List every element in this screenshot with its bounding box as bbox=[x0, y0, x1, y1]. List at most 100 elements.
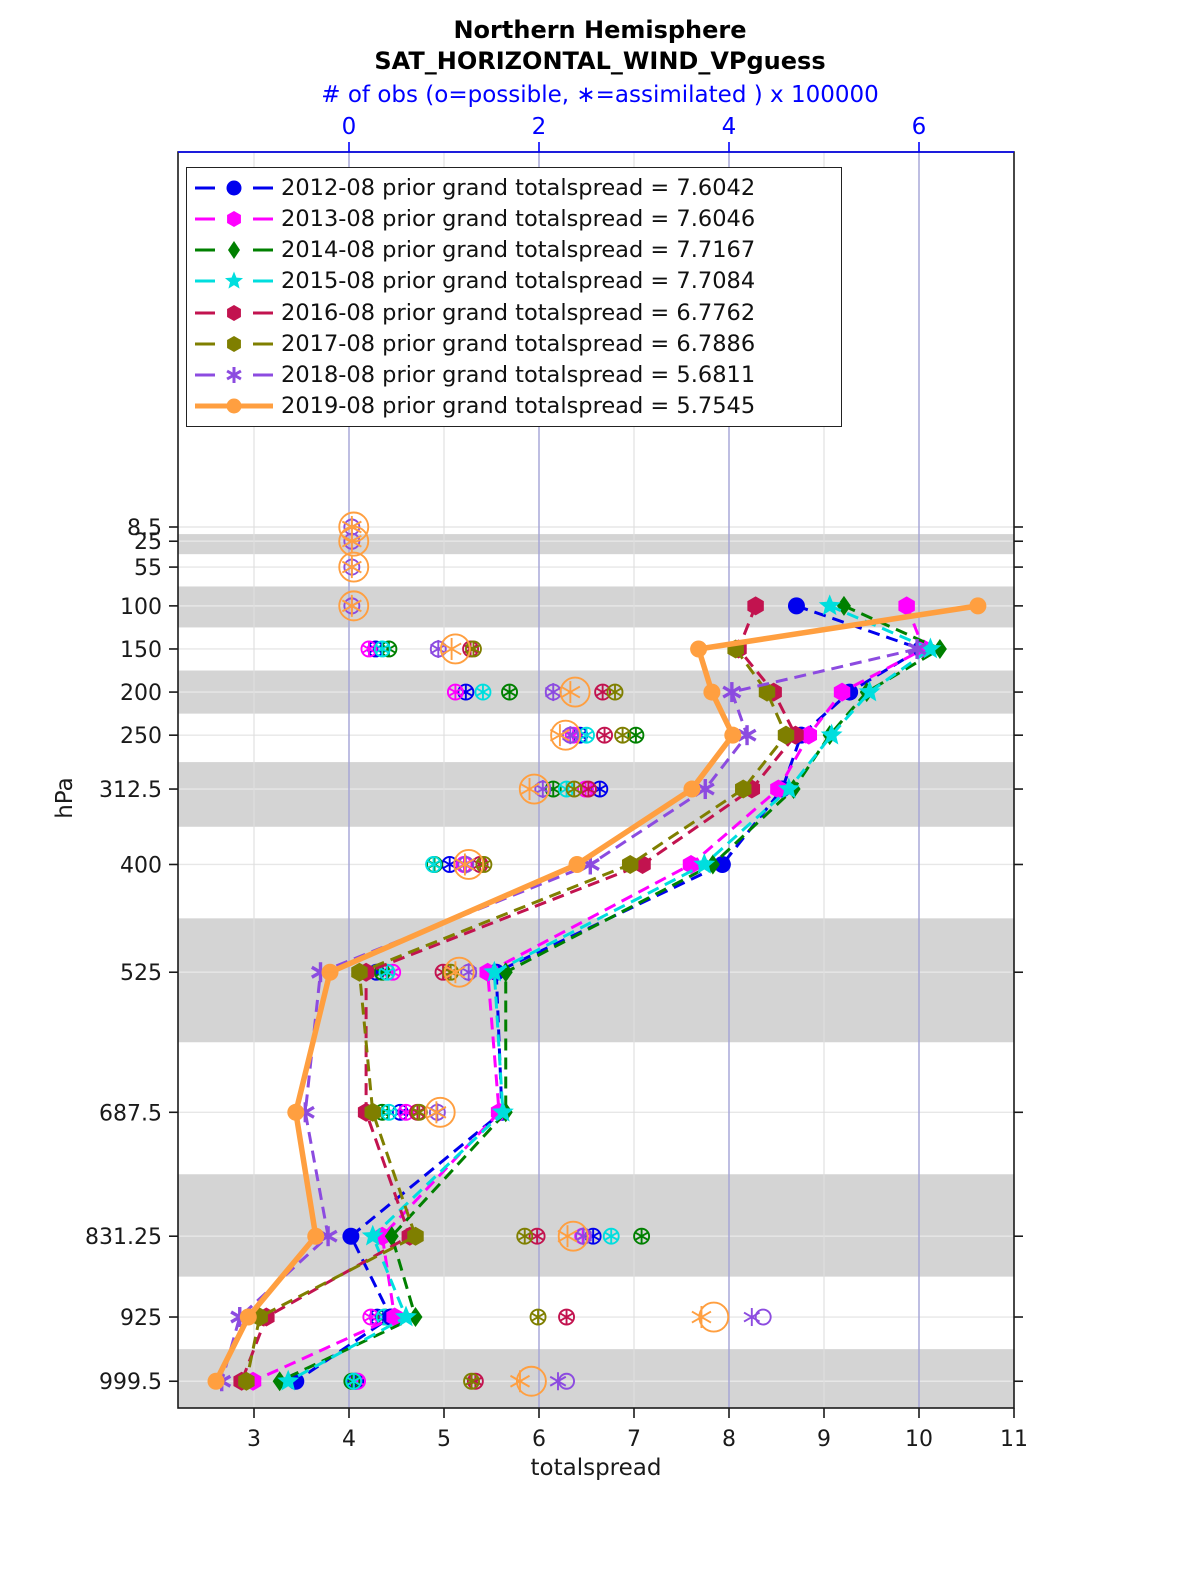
obs-assimilated-marker bbox=[549, 1375, 567, 1387]
legend-entry-2017-08: 2017-08 prior grand totalspread = 6.7886 bbox=[193, 329, 835, 359]
obs-assimilated-marker bbox=[346, 1376, 361, 1386]
obs-possible-marker bbox=[558, 1308, 575, 1326]
legend-label-2015-08: 2015-08 prior grand totalspread = 7.7084 bbox=[281, 268, 756, 295]
legend-label-2019-08: 2019-08 prior grand totalspread = 5.7545 bbox=[281, 393, 756, 420]
obs-assimilated-marker bbox=[454, 858, 475, 871]
obs-assimilated-marker bbox=[519, 782, 540, 796]
y-tick-label: 525 bbox=[120, 961, 162, 986]
series-marker-circle bbox=[287, 1103, 305, 1121]
legend-sample-shape bbox=[227, 304, 241, 321]
obs-assimilated-marker bbox=[341, 599, 362, 613]
obs-possible-marker bbox=[442, 963, 460, 981]
legend-entry-2016-08: 2016-08 prior grand totalspread = 6.7762 bbox=[193, 298, 835, 328]
series-marker-hexagon bbox=[777, 725, 795, 745]
x-tick-label: 11 bbox=[1000, 1427, 1028, 1452]
obs-possible-marker bbox=[475, 856, 493, 873]
obs-assimilated-marker bbox=[567, 784, 582, 794]
legend-label-2014-08: 2014-08 prior grand totalspread = 7.7167 bbox=[281, 237, 756, 264]
layer-band bbox=[178, 918, 1014, 1043]
obs-assimilated-marker bbox=[560, 685, 581, 699]
series-marker-star bbox=[491, 1100, 514, 1122]
series-marker-hexagon bbox=[770, 779, 787, 799]
obs-possible-marker bbox=[501, 683, 518, 701]
series-marker-circle bbox=[703, 683, 721, 701]
legend-sample-2013-08 bbox=[195, 210, 273, 227]
obs-possible-marker bbox=[516, 1227, 534, 1245]
x-axis-label: totalspread bbox=[530, 1455, 662, 1481]
legend-sample-shape bbox=[224, 271, 244, 290]
top-tick-label: 4 bbox=[722, 114, 737, 140]
series-marker-hexagon bbox=[407, 1226, 424, 1246]
series-marker-star bbox=[777, 777, 800, 799]
series-marker-star bbox=[361, 1224, 384, 1246]
x-tick-label: 7 bbox=[627, 1427, 641, 1452]
series-marker-circle bbox=[207, 1372, 225, 1390]
legend-sample-shape bbox=[226, 398, 242, 414]
series-marker-hexagon bbox=[682, 854, 700, 874]
legend-entry-2019-08: 2019-08 prior grand totalspread = 5.7545 bbox=[193, 391, 835, 421]
obs-possible-marker bbox=[453, 849, 485, 880]
obs-assimilated-marker bbox=[381, 1107, 396, 1117]
x-tick-label: 9 bbox=[817, 1427, 831, 1452]
legend-sample-shape bbox=[227, 210, 241, 227]
y-tick-label: 150 bbox=[120, 638, 162, 663]
y-tick-label: 200 bbox=[120, 681, 162, 706]
obs-possible-marker bbox=[602, 1227, 620, 1245]
series-marker-circle bbox=[321, 963, 339, 981]
chart-subtitle: SAT_HORIZONTAL_WIND_VPguess bbox=[374, 47, 826, 75]
y-tick-label: 8.5 bbox=[127, 516, 162, 541]
legend-entry-2015-08: 2015-08 prior grand totalspread = 7.7084 bbox=[193, 266, 835, 296]
layer-band bbox=[178, 1349, 1014, 1408]
obs-assimilated-marker bbox=[634, 1231, 649, 1241]
obs-possible-marker bbox=[754, 1308, 772, 1326]
obs-assimilated-marker bbox=[361, 644, 376, 654]
obs-possible-marker bbox=[557, 1220, 589, 1252]
obs-possible-marker bbox=[378, 963, 396, 981]
obs-possible-marker bbox=[463, 1372, 480, 1390]
series-marker-asterisk bbox=[907, 642, 927, 656]
series-marker-circle bbox=[724, 726, 742, 744]
y-tick-label: 999.5 bbox=[99, 1370, 162, 1395]
obs-possible-marker bbox=[460, 963, 478, 981]
obs-possible-marker bbox=[446, 683, 464, 701]
y-tick-label: 400 bbox=[120, 853, 162, 878]
y-tick-label: 831.25 bbox=[85, 1225, 162, 1250]
x-tick-label: 5 bbox=[437, 1427, 451, 1452]
series-marker-circle bbox=[713, 855, 731, 873]
obs-possible-marker bbox=[550, 719, 582, 751]
y-tick-label: 312.5 bbox=[99, 778, 162, 803]
obs-possible-marker bbox=[429, 640, 447, 658]
obs-possible-marker bbox=[575, 1227, 593, 1245]
obs-assimilated-marker bbox=[531, 1312, 546, 1322]
series-marker-star bbox=[818, 594, 841, 616]
series-marker-circle bbox=[690, 640, 708, 658]
obs-assimilated-marker bbox=[549, 728, 570, 742]
obs-possible-marker bbox=[474, 683, 492, 701]
series-line-2017-08 bbox=[244, 648, 788, 1382]
obs-possible-marker bbox=[559, 676, 591, 708]
y-tick-label: 925 bbox=[120, 1306, 162, 1331]
legend-sample-2012-08 bbox=[195, 180, 273, 196]
series-marker-hexagon bbox=[735, 779, 752, 799]
obs-possible-marker bbox=[565, 780, 583, 798]
legend-label-2012-08: 2012-08 prior grand totalspread = 7.6042 bbox=[281, 174, 756, 201]
obs-assimilated-marker bbox=[544, 686, 562, 698]
legend-sample-2016-08 bbox=[195, 304, 273, 321]
obs-possible-marker bbox=[614, 726, 632, 744]
series-marker-circle bbox=[342, 1227, 360, 1245]
obs-assimilated-marker bbox=[341, 534, 362, 548]
obs-possible-marker bbox=[443, 956, 475, 988]
series-marker-circle bbox=[568, 855, 586, 873]
y-axis-label: hPa bbox=[52, 777, 78, 819]
obs-assimilated-marker bbox=[691, 1310, 712, 1324]
obs-possible-marker bbox=[428, 1103, 446, 1121]
series-marker-hexagon bbox=[621, 854, 639, 874]
obs-assimilated-marker bbox=[575, 1230, 592, 1242]
obs-possible-marker bbox=[633, 1227, 651, 1245]
y-tick-label: 100 bbox=[120, 595, 162, 620]
top-tick-label: 2 bbox=[532, 114, 547, 140]
obs-assimilated-marker bbox=[475, 687, 490, 697]
obs-possible-marker bbox=[529, 1308, 547, 1326]
